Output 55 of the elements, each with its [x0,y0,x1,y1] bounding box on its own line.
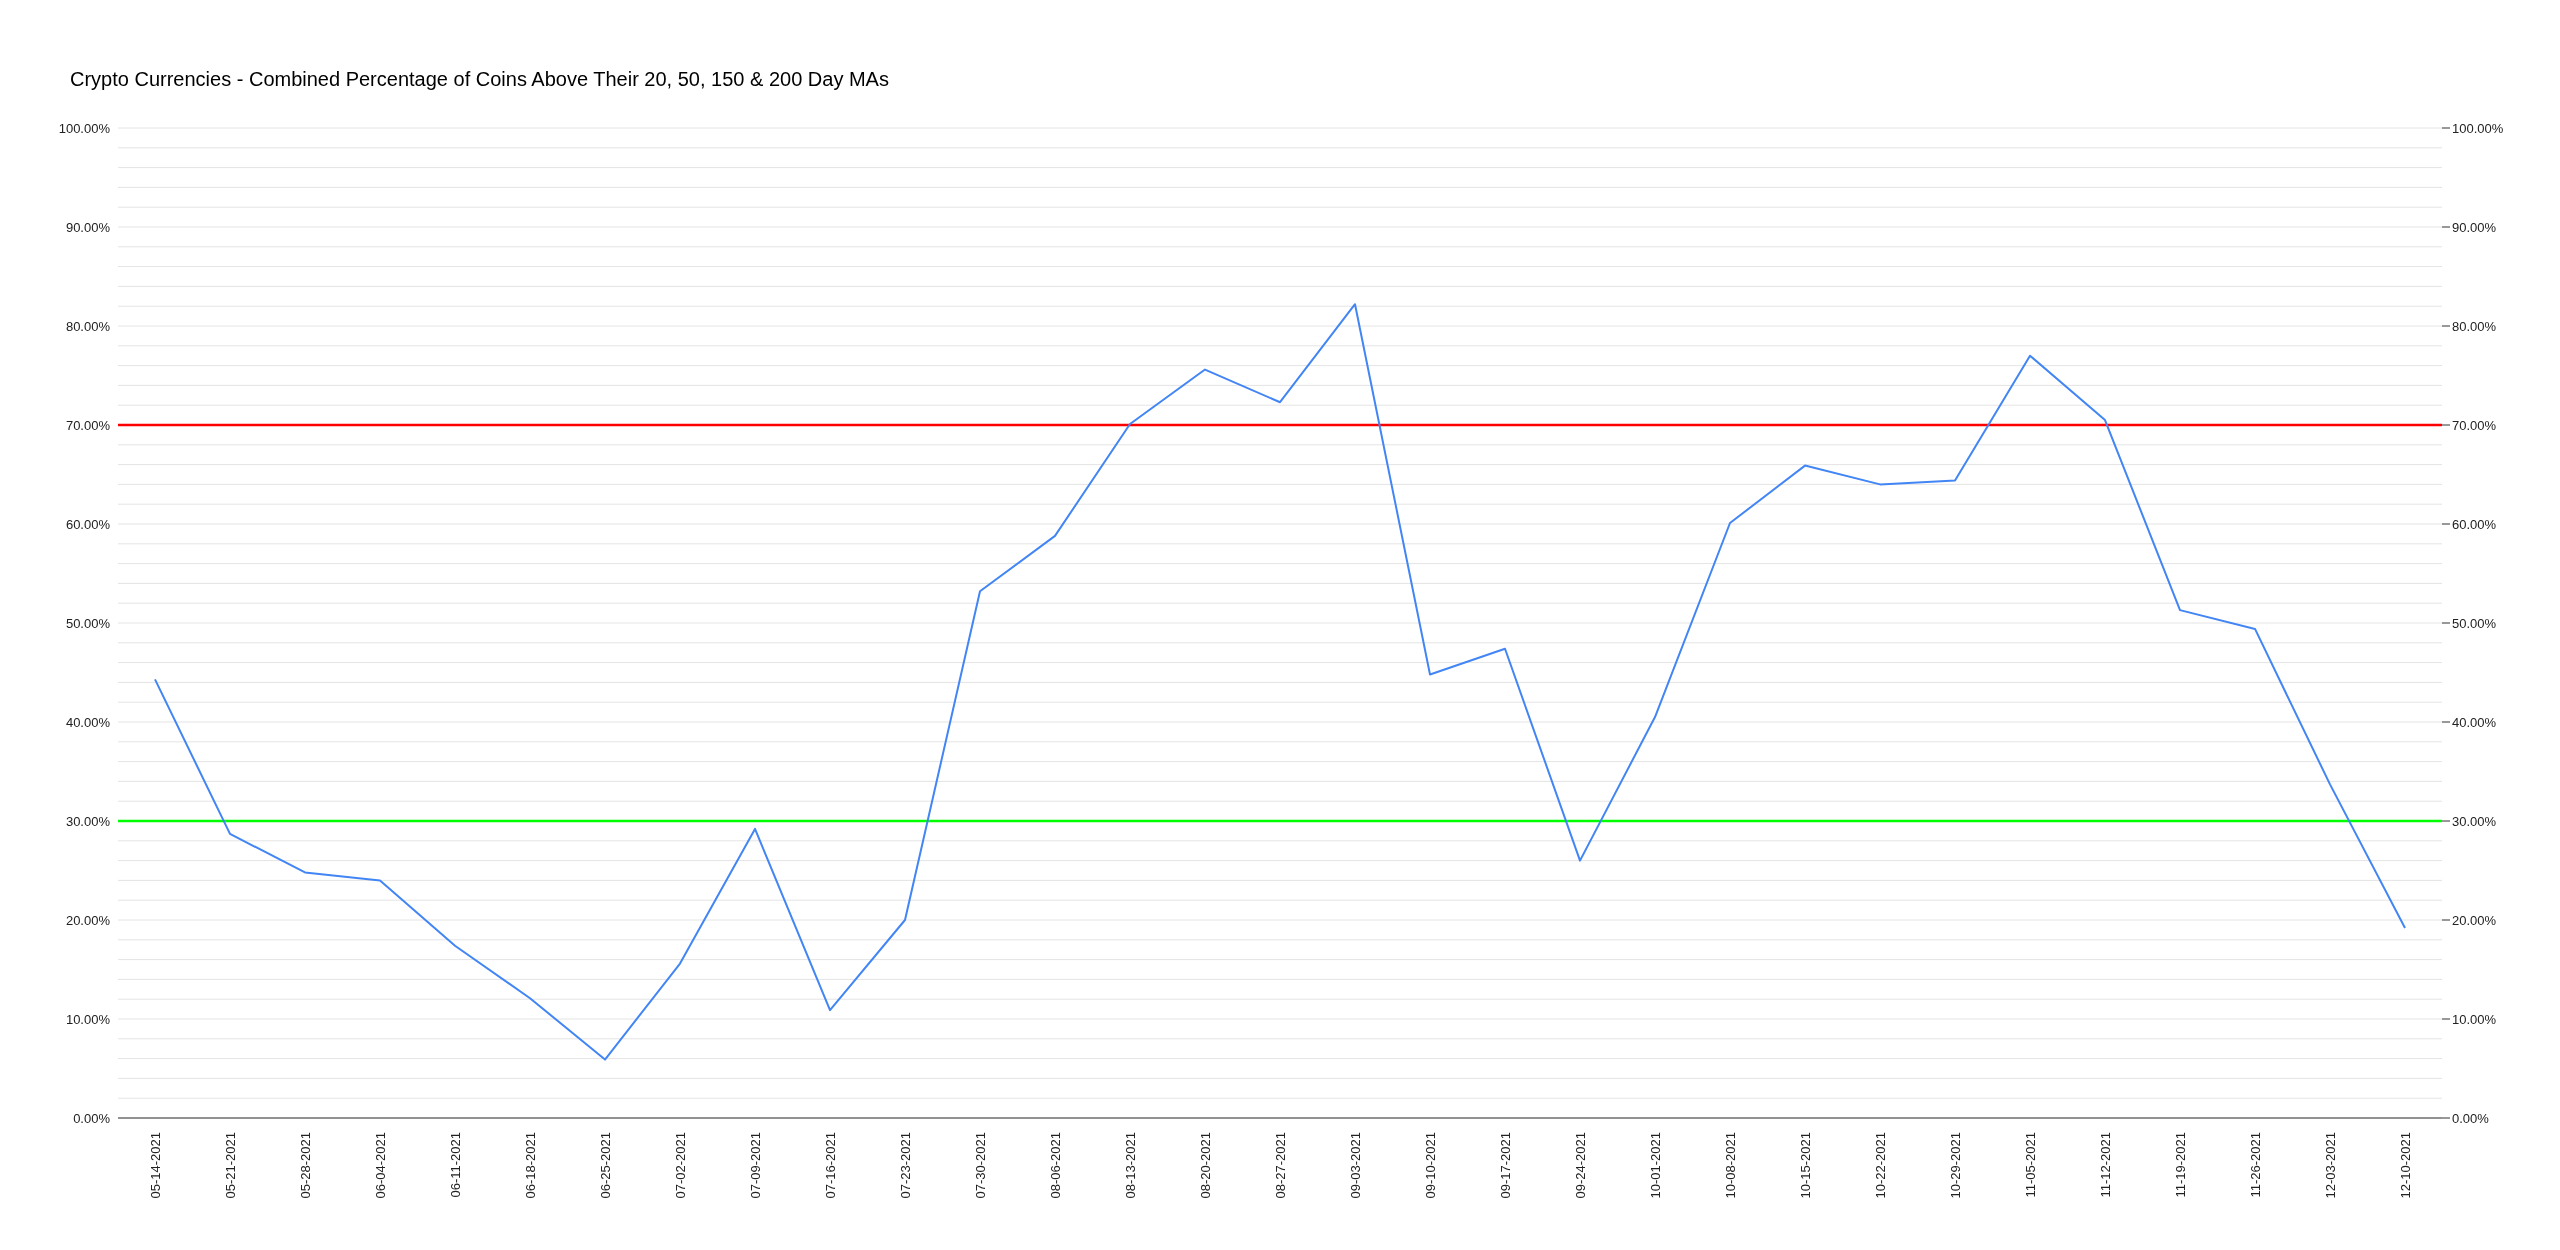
x-tick-label: 06-04-2021 [372,1132,388,1199]
y-tick-label: 100.00% [58,120,111,136]
y2-tick-label: 50.00% [2452,615,2497,631]
x-tick-label: 10-15-2021 [1797,1132,1813,1199]
y-tick-label: 70.00% [65,417,111,433]
y2-tick-label: 0.00% [2452,1110,2490,1126]
x-tick-label: 08-13-2021 [1122,1132,1138,1199]
x-tick-label: 07-09-2021 [747,1132,763,1199]
y-tick-label: 90.00% [65,219,111,235]
x-tick-label: 05-14-2021 [147,1132,163,1199]
x-tick-label: 05-21-2021 [222,1132,238,1199]
chart-title: Crypto Currencies - Combined Percentage of Coins Above Their 20, 50, 150 & 200 Day MAs [70,68,889,91]
y-tick-label: 30.00% [65,813,111,829]
y-tick-label: 50.00% [65,615,111,631]
x-tick-label: 11-12-2021 [2097,1132,2113,1198]
y-tick-label: 60.00% [65,516,111,532]
y-tick-label: 0.00% [73,1110,111,1126]
y2-tick-label: 70.00% [2452,417,2497,433]
x-tick-label: 09-24-2021 [1572,1132,1588,1199]
x-tick-label: 05-28-2021 [297,1132,313,1199]
x-tick-label: 09-17-2021 [1497,1132,1513,1199]
x-tick-label: 07-30-2021 [972,1132,988,1199]
x-tick-label: 09-03-2021 [1347,1132,1363,1199]
x-tick-label: 09-10-2021 [1422,1132,1438,1199]
x-tick-label: 10-29-2021 [1947,1132,1963,1199]
y-tick-label: 20.00% [65,912,111,928]
x-tick-label: 10-08-2021 [1722,1132,1738,1199]
y2-tick-label: 20.00% [2452,912,2497,928]
x-tick-label: 12-10-2021 [2397,1132,2413,1199]
x-tick-label: 08-06-2021 [1047,1132,1063,1199]
x-tick-label: 06-11-2021 [447,1132,463,1198]
y2-tick-label: 80.00% [2452,318,2497,334]
x-tick-label: 10-22-2021 [1872,1132,1888,1199]
x-tick-label: 07-02-2021 [672,1132,688,1199]
x-tick-label: 10-01-2021 [1647,1132,1663,1199]
x-tick-label: 07-23-2021 [897,1132,913,1199]
x-tick-label: 11-19-2021 [2172,1132,2188,1198]
y-tick-label: 40.00% [65,714,111,730]
y-tick-label: 10.00% [65,1011,111,1027]
x-tick-label: 11-26-2021 [2247,1132,2263,1198]
y2-tick-label: 10.00% [2452,1011,2497,1027]
y-tick-label: 80.00% [65,318,111,334]
x-tick-label: 06-25-2021 [597,1132,613,1199]
x-tick-label: 06-18-2021 [522,1132,538,1199]
y2-tick-label: 100.00% [2452,120,2504,136]
y2-tick-label: 90.00% [2452,219,2497,235]
x-tick-label: 08-20-2021 [1197,1132,1213,1199]
line-series [154,303,2406,1061]
y2-tick-label: 30.00% [2452,813,2497,829]
x-tick-label: 08-27-2021 [1272,1132,1288,1199]
y2-tick-label: 40.00% [2452,714,2497,730]
x-tick-label: 12-03-2021 [2322,1132,2338,1199]
x-tick-label: 11-05-2021 [2022,1132,2038,1198]
x-tick-label: 07-16-2021 [822,1132,838,1199]
y2-tick-label: 60.00% [2452,516,2497,532]
